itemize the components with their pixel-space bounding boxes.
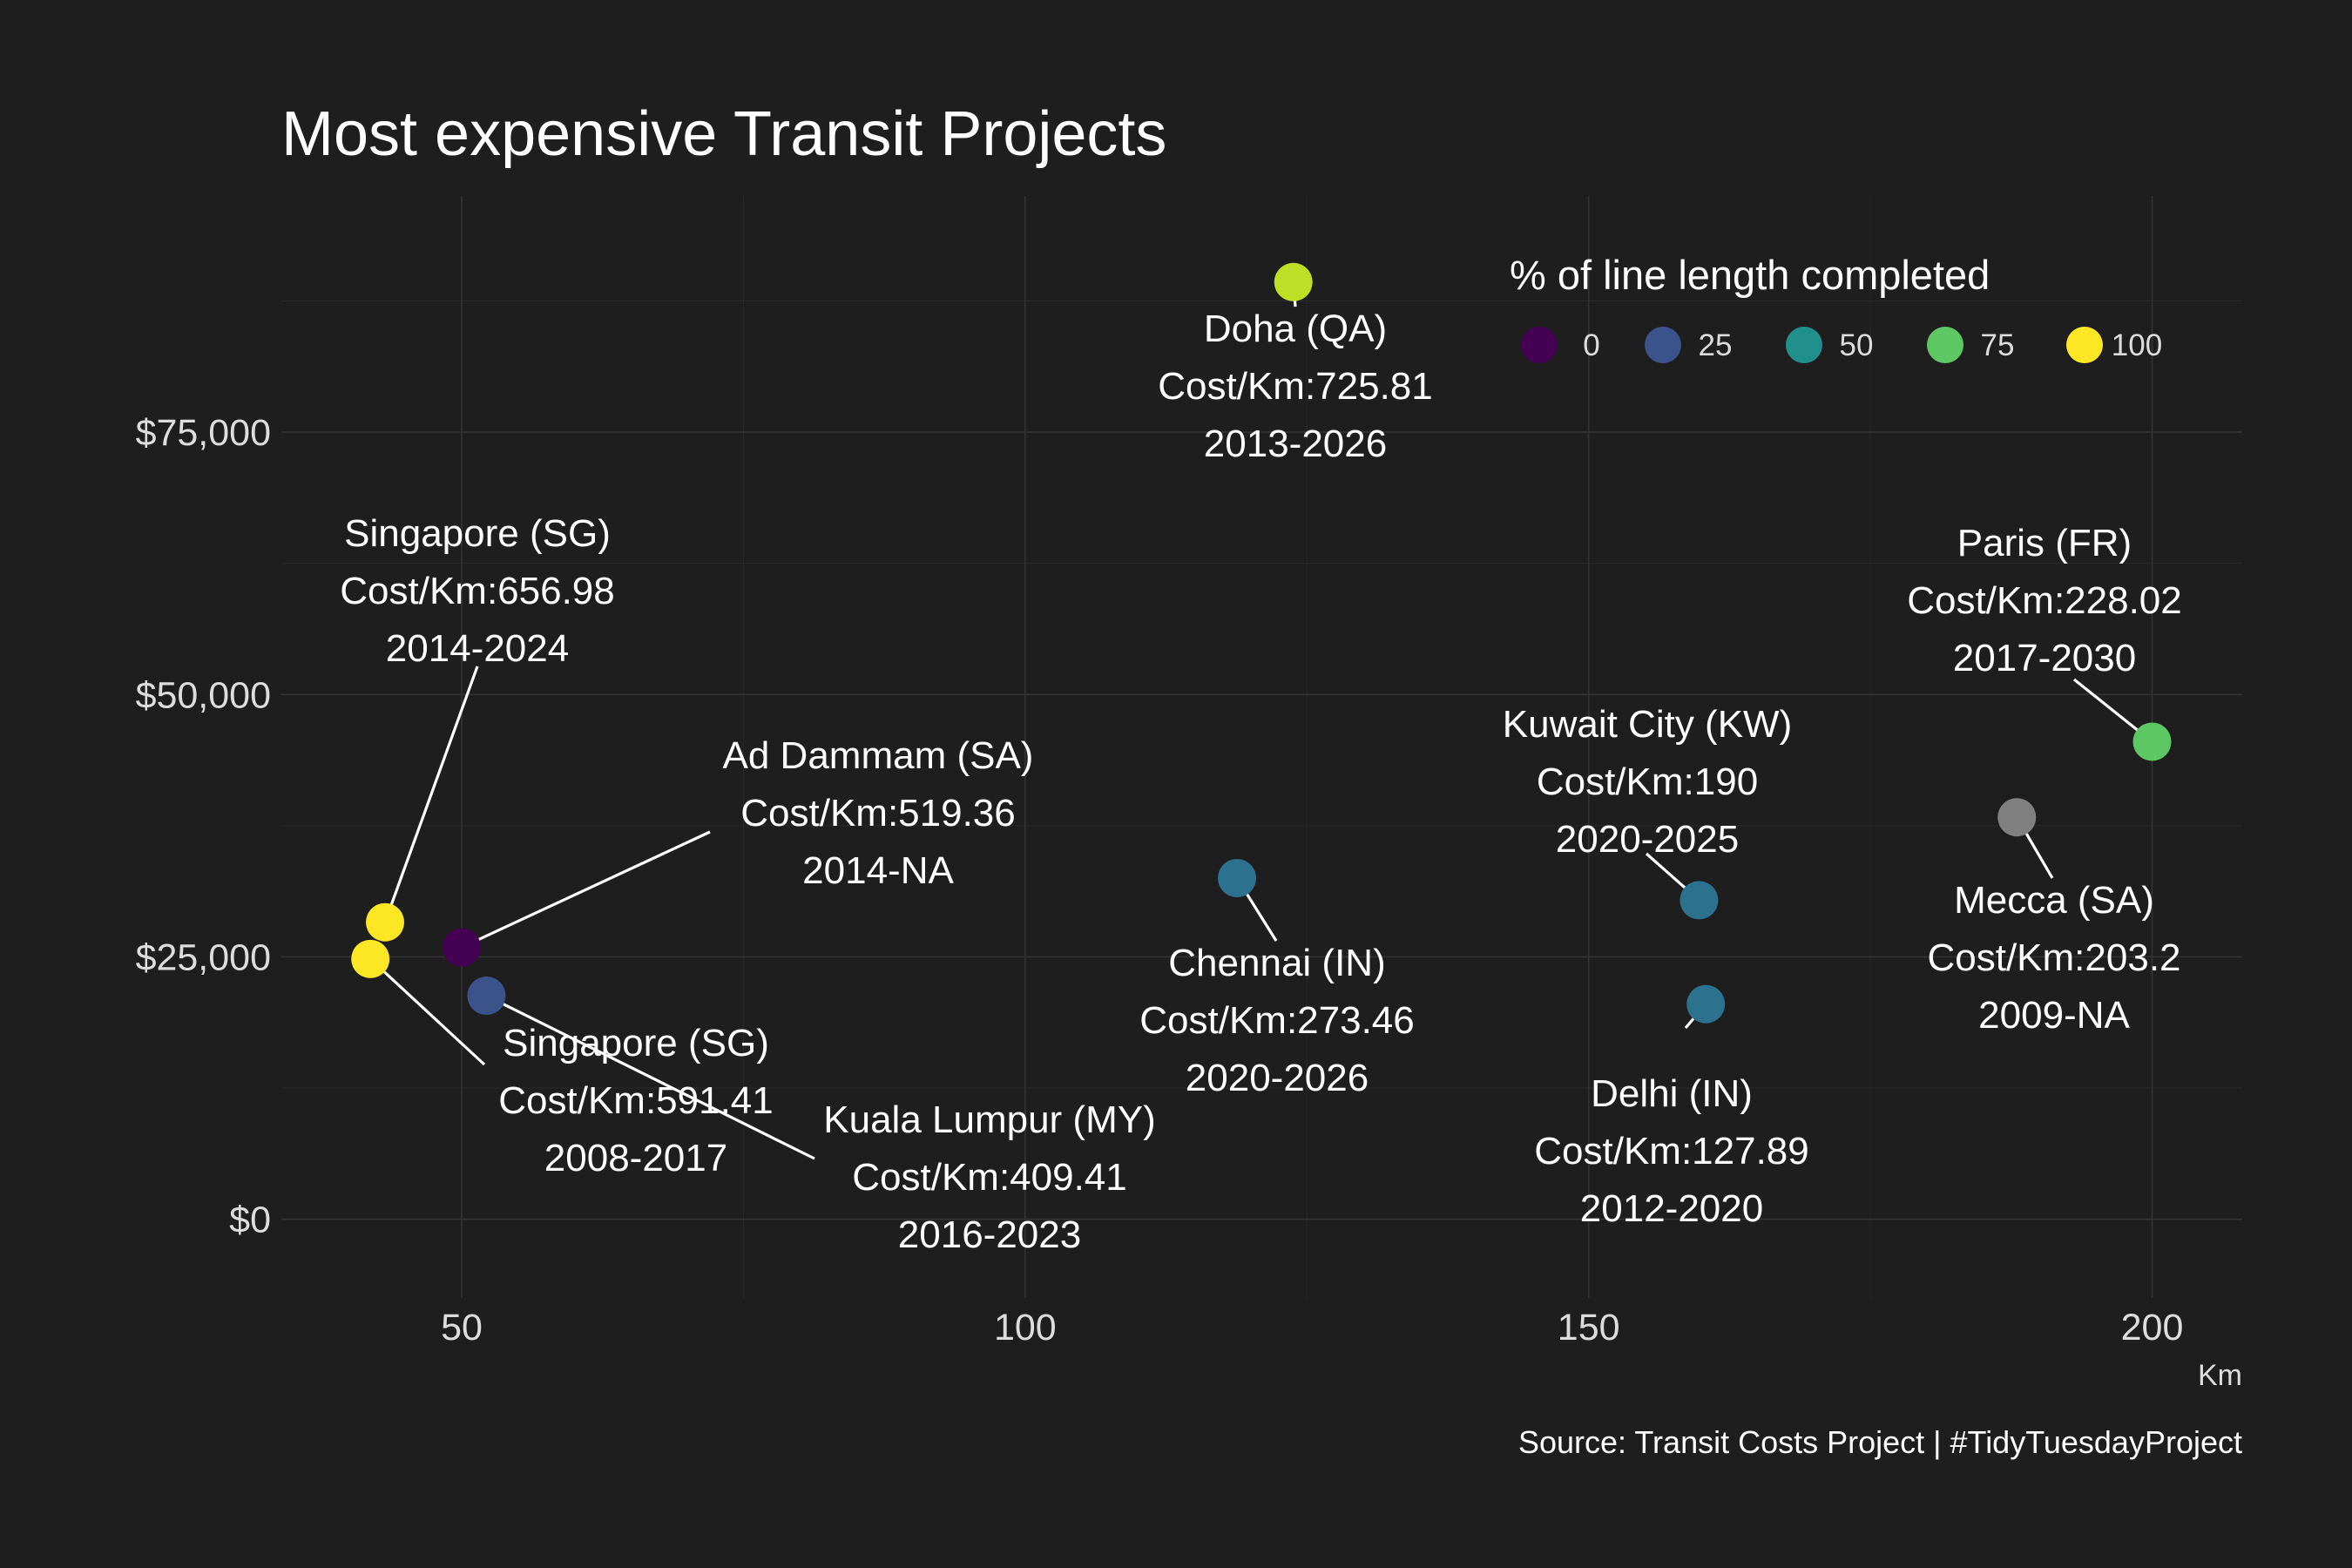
- data-point: [467, 977, 506, 1016]
- legend-label: 50: [1840, 328, 1874, 362]
- x-tick-label: 150: [1558, 1307, 1620, 1348]
- legend-swatch: [2066, 327, 2103, 363]
- point-label: Singapore (SG) Cost/Km:591.41 2008-2017: [498, 1022, 774, 1179]
- point-label-city: Singapore (SG): [503, 1022, 769, 1064]
- data-point: [2132, 722, 2172, 761]
- grid-lines: [281, 196, 2242, 1298]
- point-label-cost: Cost/Km:519.36: [740, 792, 1016, 835]
- point-label-years: 2017-2030: [1953, 637, 2136, 679]
- point-annotations: Doha (QA) Cost/Km:725.81 2013-2026 Singapor…: [340, 308, 2182, 1256]
- y-axis-ticks: $0 $25,000 $50,000 $75,000: [136, 412, 271, 1241]
- data-point: [1274, 262, 1313, 301]
- point-label: Kuwait City (KW) Cost/Km:190 2020-2025: [1503, 703, 1792, 861]
- legend-swatch: [1645, 327, 1681, 363]
- x-axis-label: Km: [2198, 1359, 2242, 1392]
- legend-swatch: [1927, 327, 1963, 363]
- annotation-leader-line: [461, 830, 711, 950]
- point-label: Kuala Lumpur (MY) Cost/Km:409.41 2016-2023: [823, 1098, 1155, 1256]
- legend-label: 25: [1699, 328, 1733, 362]
- y-tick-label: $75,000: [136, 412, 271, 454]
- y-tick-label: $25,000: [136, 936, 271, 978]
- data-point: [1686, 984, 1726, 1024]
- data-point: [1218, 859, 1257, 898]
- point-label-years: 2014-NA: [802, 849, 954, 892]
- point-label-years: 2008-2017: [544, 1137, 727, 1179]
- legend-swatch: [1786, 327, 1822, 363]
- y-tick-label: $0: [229, 1200, 271, 1241]
- point-label-years: 2016-2023: [898, 1213, 1081, 1256]
- point-label-years: 2009-NA: [1978, 994, 2130, 1037]
- legend-label: 0: [1583, 328, 1599, 362]
- legend: % of line length completed 0 25 50 75 100: [1510, 252, 2162, 363]
- x-tick-label: 50: [441, 1307, 483, 1348]
- point-label: Singapore (SG) Cost/Km:656.98 2014-2024: [340, 512, 615, 670]
- point-label-cost: Cost/Km:591.41: [498, 1079, 774, 1122]
- point-label-city: Doha (QA): [1204, 308, 1387, 350]
- point-label-cost: Cost/Km:190: [1537, 760, 1758, 803]
- legend-swatch: [1521, 327, 1558, 363]
- point-label-city: Chennai (IN): [1168, 942, 1385, 984]
- point-label-city: Singapore (SG): [344, 512, 611, 555]
- point-label-cost: Cost/Km:725.81: [1158, 365, 1433, 408]
- point-label-years: 2013-2026: [1204, 422, 1387, 465]
- data-point: [366, 902, 405, 942]
- x-axis-ticks: 50 100 150 200: [441, 1307, 2183, 1348]
- annotation-leader-line: [383, 666, 479, 923]
- point-label-years: 2020-2026: [1186, 1057, 1369, 1099]
- chart-title: Most expensive Transit Projects: [281, 99, 1166, 169]
- annotation-leader-line: [485, 994, 815, 1160]
- point-label: Chennai (IN) Cost/Km:273.46 2020-2026: [1139, 942, 1415, 1099]
- point-label-cost: Cost/Km:127.89: [1534, 1130, 1809, 1173]
- legend-title: % of line length completed: [1510, 252, 1990, 298]
- data-point: [1997, 798, 2037, 837]
- point-label: Doha (QA) Cost/Km:725.81 2013-2026: [1158, 308, 1433, 465]
- data-point: [351, 939, 390, 978]
- point-label-years: 2020-2025: [1556, 818, 1739, 861]
- annotation-leader-line: [369, 957, 486, 1066]
- data-points: [351, 262, 2172, 1024]
- data-point: [1680, 881, 1719, 920]
- point-label-city: Mecca (SA): [1954, 879, 2154, 922]
- point-label-years: 2012-2020: [1580, 1187, 1763, 1230]
- chart-caption: Source: Transit Costs Project | #TidyTue…: [1518, 1424, 2242, 1460]
- legend-label: 75: [1981, 328, 2015, 362]
- point-label-cost: Cost/Km:228.02: [1907, 579, 2182, 622]
- point-label-cost: Cost/Km:273.46: [1139, 999, 1415, 1042]
- point-label-cost: Cost/Km:656.98: [340, 570, 615, 612]
- point-label-city: Paris (FR): [1957, 522, 2132, 564]
- y-tick-label: $50,000: [136, 674, 271, 716]
- point-label: Ad Dammam (SA) Cost/Km:519.36 2014-NA: [723, 734, 1034, 892]
- data-point: [442, 928, 481, 967]
- point-label: Paris (FR) Cost/Km:228.02 2017-2030: [1907, 522, 2182, 679]
- point-label: Mecca (SA) Cost/Km:203.2 2009-NA: [1927, 879, 2180, 1037]
- point-label-years: 2014-2024: [386, 627, 569, 670]
- point-label-cost: Cost/Km:203.2: [1927, 936, 2180, 979]
- point-label-city: Delhi (IN): [1591, 1072, 1753, 1115]
- point-label-cost: Cost/Km:409.41: [852, 1156, 1127, 1199]
- x-tick-label: 200: [2121, 1307, 2184, 1348]
- point-label-city: Ad Dammam (SA): [723, 734, 1034, 777]
- point-label-city: Kuala Lumpur (MY): [823, 1098, 1155, 1141]
- legend-label: 100: [2112, 328, 2162, 362]
- legend-items: 0 25 50 75 100: [1521, 327, 2162, 363]
- point-label: Delhi (IN) Cost/Km:127.89 2012-2020: [1534, 1072, 1809, 1230]
- point-label-city: Kuwait City (KW): [1503, 703, 1792, 746]
- x-tick-label: 100: [994, 1307, 1057, 1348]
